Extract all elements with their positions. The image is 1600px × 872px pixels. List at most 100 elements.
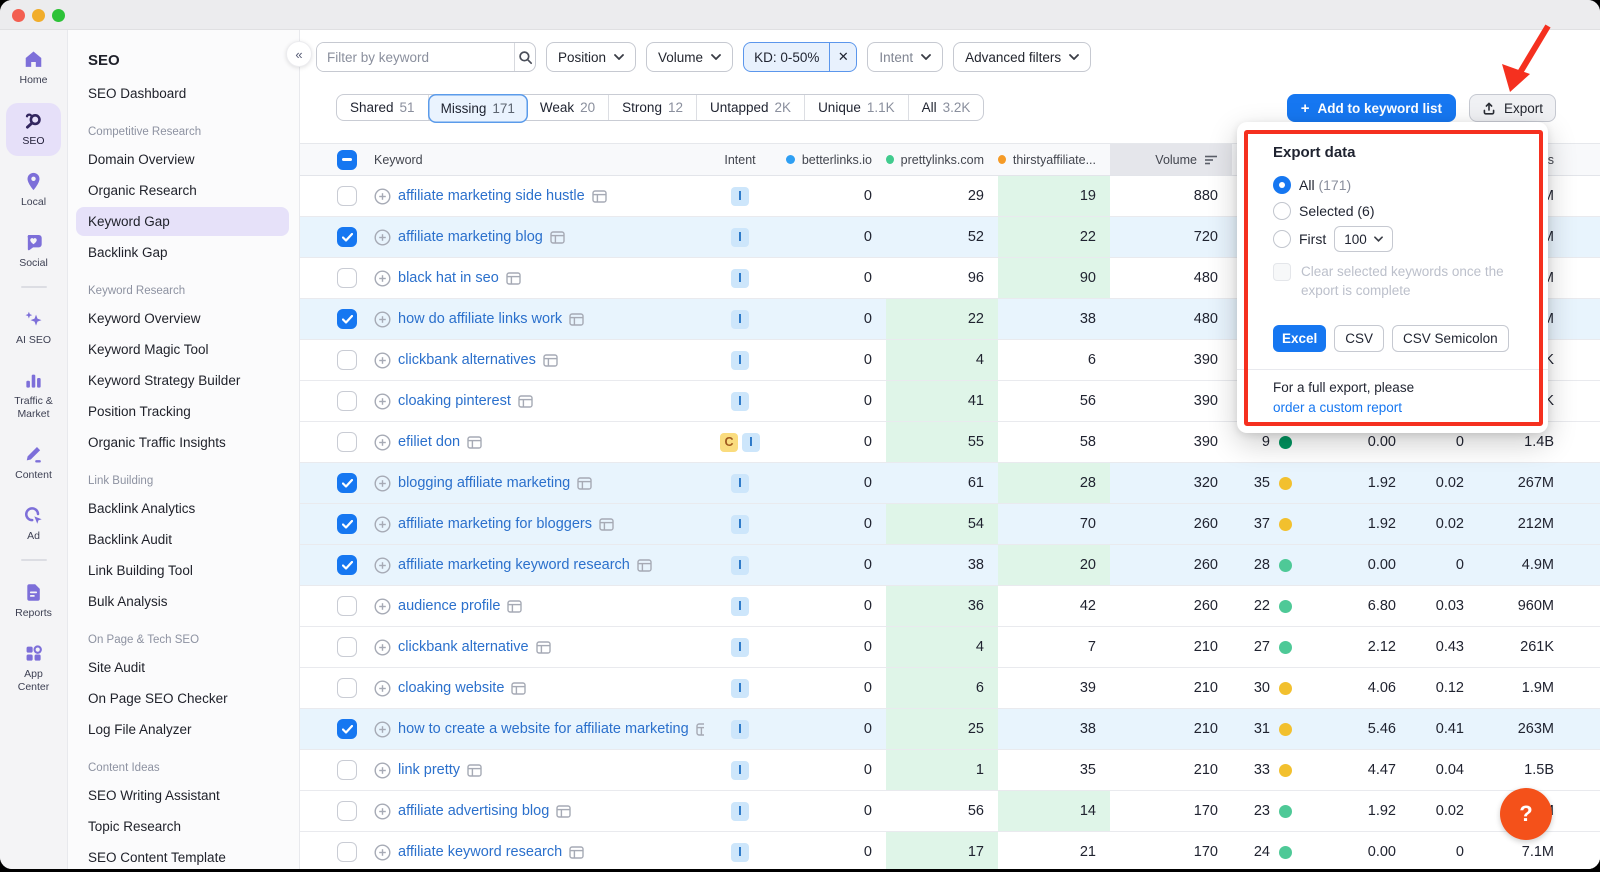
rail-item-home[interactable]: Home <box>6 42 61 95</box>
menu-item-seo-content-template[interactable]: SEO Content Template <box>88 850 226 865</box>
minimize-window-button[interactable] <box>32 9 45 22</box>
add-keyword-icon[interactable] <box>374 310 391 328</box>
row-checkbox[interactable] <box>337 268 357 288</box>
row-checkbox[interactable] <box>337 473 357 493</box>
add-keyword-icon[interactable] <box>374 433 391 451</box>
menu-item-keyword-overview[interactable]: Keyword Overview <box>88 311 201 326</box>
keyword-link[interactable]: how do affiliate links work <box>398 311 563 327</box>
serp-features-icon[interactable] <box>535 640 551 654</box>
keyword-link[interactable]: affiliate marketing for bloggers <box>398 516 592 532</box>
row-checkbox[interactable] <box>337 678 357 698</box>
add-keyword-icon[interactable] <box>374 228 391 246</box>
row-checkbox[interactable] <box>337 842 357 862</box>
menu-item-log-file-analyzer[interactable]: Log File Analyzer <box>88 722 192 737</box>
select-all-checkbox[interactable] <box>337 149 357 170</box>
serp-features-icon[interactable] <box>695 722 704 736</box>
tab-strong[interactable]: Strong 12 <box>609 95 697 120</box>
add-keyword-icon[interactable] <box>374 351 391 369</box>
keyword-link[interactable]: how to create a website for affiliate ma… <box>398 721 689 737</box>
tab-shared[interactable]: Shared 51 <box>337 95 429 120</box>
row-checkbox[interactable] <box>337 350 357 370</box>
menu-item-keyword-magic-tool[interactable]: Keyword Magic Tool <box>88 342 209 357</box>
row-checkbox[interactable] <box>337 514 357 534</box>
menu-item-site-audit[interactable]: Site Audit <box>88 660 146 675</box>
serp-features-icon[interactable] <box>518 394 533 408</box>
menu-item-topic-research[interactable]: Topic Research <box>88 819 182 834</box>
serp-features-icon[interactable] <box>543 353 558 367</box>
add-to-keyword-list-button[interactable]: + Add to keyword list <box>1286 94 1456 122</box>
add-keyword-icon[interactable] <box>374 843 391 861</box>
export-button[interactable]: Export <box>1468 94 1556 122</box>
close-window-button[interactable] <box>12 9 25 22</box>
rail-item-social[interactable]: Social <box>6 225 61 278</box>
menu-item-seo-dashboard[interactable]: SEO Dashboard <box>88 86 187 101</box>
keyword-link[interactable]: affiliate keyword research <box>398 844 563 860</box>
remove-kd-filter-icon[interactable]: ✕ <box>829 43 856 71</box>
add-keyword-icon[interactable] <box>374 802 391 820</box>
serp-features-icon[interactable] <box>511 681 527 695</box>
serp-features-icon[interactable] <box>569 312 584 326</box>
menu-item-backlink-analytics[interactable]: Backlink Analytics <box>88 501 196 516</box>
position-filter-dropdown[interactable]: Position <box>546 42 637 72</box>
rail-item-ad[interactable]: Ad <box>6 498 61 551</box>
serp-features-icon[interactable] <box>599 517 614 531</box>
radio-icon[interactable] <box>1273 230 1291 248</box>
add-keyword-icon[interactable] <box>374 597 391 615</box>
rail-item-seo[interactable]: SEO <box>6 103 61 156</box>
tab-unique[interactable]: Unique 1.1K <box>805 95 909 120</box>
keyword-link[interactable]: black hat in seo <box>398 270 499 286</box>
serp-features-icon[interactable] <box>577 476 592 490</box>
serp-features-icon[interactable] <box>467 763 482 777</box>
row-checkbox[interactable] <box>337 596 357 616</box>
tab-weak[interactable]: Weak 20 <box>527 95 610 120</box>
first-count-select[interactable]: 100 <box>1334 226 1393 252</box>
rail-item-reports[interactable]: Reports <box>6 575 61 628</box>
keyword-link[interactable]: affiliate marketing side hustle <box>398 188 585 204</box>
export-option-first[interactable]: First 100 <box>1273 226 1393 252</box>
row-checkbox[interactable] <box>337 760 357 780</box>
menu-item-organic-traffic-insights[interactable]: Organic Traffic Insights <box>88 435 226 450</box>
serp-features-icon[interactable] <box>506 271 521 285</box>
volume-filter-dropdown[interactable]: Volume <box>646 42 734 72</box>
serp-features-icon[interactable] <box>467 435 482 449</box>
row-checkbox[interactable] <box>337 432 357 452</box>
row-checkbox[interactable] <box>337 801 357 821</box>
menu-item-domain-overview[interactable]: Domain Overview <box>88 152 195 167</box>
sort-descending-icon[interactable] <box>1204 154 1218 166</box>
add-keyword-icon[interactable] <box>374 679 391 697</box>
header-competitor-0[interactable]: betterlinks.io <box>776 144 886 175</box>
intent-filter-dropdown[interactable]: Intent <box>867 42 944 72</box>
menu-item-on-page-seo-checker[interactable]: On Page SEO Checker <box>88 691 228 706</box>
tab-missing[interactable]: Missing 171 <box>427 94 528 123</box>
keyword-link[interactable]: affiliate advertising blog <box>398 803 550 819</box>
add-keyword-icon[interactable] <box>374 187 391 205</box>
add-keyword-icon[interactable] <box>374 269 391 287</box>
menu-item-position-tracking[interactable]: Position Tracking <box>88 404 191 419</box>
rail-item-traffic-market[interactable]: Traffic & Market <box>6 363 61 429</box>
rail-item-app-center[interactable]: App Center <box>6 636 61 702</box>
keyword-link[interactable]: efiliet don <box>398 434 461 450</box>
header-volume[interactable]: Volume <box>1110 144 1232 175</box>
radio-selected-icon[interactable] <box>1273 176 1291 194</box>
export-csv-button[interactable]: CSV <box>1334 325 1385 352</box>
order-custom-report-link[interactable]: order a custom report <box>1273 400 1403 415</box>
menu-item-bulk-analysis[interactable]: Bulk Analysis <box>88 594 168 609</box>
serp-features-icon[interactable] <box>507 599 523 613</box>
search-icon[interactable] <box>514 43 535 71</box>
keyword-link[interactable]: affiliate marketing blog <box>398 229 543 245</box>
export-csv-semicolon-button[interactable]: CSV Semicolon <box>1392 325 1509 352</box>
add-keyword-icon[interactable] <box>374 638 391 656</box>
add-keyword-icon[interactable] <box>374 474 391 492</box>
serp-features-icon[interactable] <box>556 804 571 818</box>
export-option-selected[interactable]: Selected (6) <box>1273 202 1375 220</box>
keyword-filter-input[interactable] <box>317 43 514 71</box>
keyword-link[interactable]: affiliate marketing keyword research <box>398 557 630 573</box>
menu-item-seo-writing-assistant[interactable]: SEO Writing Assistant <box>88 788 220 803</box>
menu-item-keyword-gap[interactable]: Keyword Gap <box>76 207 289 236</box>
menu-item-link-building-tool[interactable]: Link Building Tool <box>88 563 193 578</box>
export-option-all[interactable]: All (171) <box>1273 176 1351 194</box>
keyword-link[interactable]: cloaking pinterest <box>398 393 511 409</box>
row-checkbox[interactable] <box>337 555 357 575</box>
serp-features-icon[interactable] <box>569 845 584 859</box>
keyword-link[interactable]: cloaking website <box>398 680 505 696</box>
